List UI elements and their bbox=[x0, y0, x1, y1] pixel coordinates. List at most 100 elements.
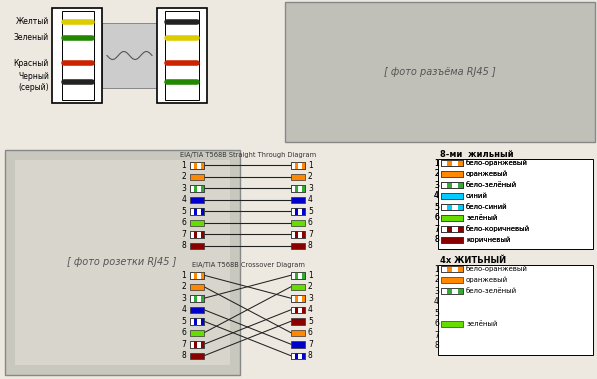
Bar bbox=[201, 272, 204, 279]
Bar bbox=[447, 226, 452, 232]
Text: 2: 2 bbox=[308, 282, 313, 291]
Bar bbox=[190, 283, 204, 290]
Bar bbox=[190, 307, 204, 313]
Bar bbox=[291, 295, 305, 302]
Bar bbox=[447, 204, 452, 210]
Bar bbox=[291, 208, 305, 215]
Bar bbox=[457, 226, 463, 232]
Text: бело-коричневый: бело-коричневый bbox=[466, 226, 530, 232]
Bar bbox=[190, 295, 204, 302]
Bar bbox=[294, 185, 298, 191]
Bar bbox=[190, 272, 204, 279]
Text: зелёный: зелёный bbox=[466, 215, 497, 221]
Text: 7: 7 bbox=[434, 330, 439, 340]
Bar bbox=[291, 283, 305, 290]
Text: 4: 4 bbox=[308, 305, 313, 314]
Bar bbox=[291, 185, 305, 191]
Text: 1: 1 bbox=[434, 158, 439, 168]
Bar bbox=[285, 2, 595, 142]
Bar bbox=[193, 295, 197, 302]
Bar bbox=[15, 160, 230, 365]
Bar bbox=[441, 237, 463, 243]
Text: 3: 3 bbox=[181, 184, 186, 193]
Text: EIA/TIA T568B Crossover Diagram: EIA/TIA T568B Crossover Diagram bbox=[192, 262, 304, 268]
Bar bbox=[457, 226, 463, 232]
Bar bbox=[447, 266, 452, 272]
Bar bbox=[190, 162, 204, 169]
Bar bbox=[441, 171, 463, 177]
Bar bbox=[457, 288, 463, 294]
Bar bbox=[441, 160, 463, 166]
Bar bbox=[441, 215, 463, 221]
Bar bbox=[190, 318, 204, 324]
Bar bbox=[291, 162, 305, 169]
Text: бело-оранжевый: бело-оранжевый bbox=[466, 266, 528, 273]
Bar bbox=[441, 182, 463, 188]
Text: бело-зелёный: бело-зелёный bbox=[466, 182, 517, 188]
Bar bbox=[441, 204, 463, 210]
Text: 8: 8 bbox=[434, 235, 439, 244]
Bar bbox=[301, 231, 305, 238]
Bar bbox=[201, 185, 204, 191]
Bar bbox=[441, 237, 463, 243]
Bar bbox=[193, 185, 197, 191]
Text: 4: 4 bbox=[434, 191, 439, 200]
Text: бело-синий: бело-синий bbox=[466, 204, 507, 210]
Bar bbox=[441, 182, 463, 188]
Text: 6: 6 bbox=[434, 213, 439, 222]
Bar bbox=[165, 11, 199, 100]
Text: 5: 5 bbox=[434, 202, 439, 211]
Text: коричневый: коричневый bbox=[466, 237, 510, 243]
Text: 4: 4 bbox=[434, 191, 439, 200]
Text: 3: 3 bbox=[434, 180, 439, 190]
Bar bbox=[190, 341, 204, 348]
Text: 1: 1 bbox=[181, 161, 186, 170]
Bar bbox=[301, 295, 305, 302]
Text: 6: 6 bbox=[308, 328, 313, 337]
Bar bbox=[457, 160, 463, 166]
Bar bbox=[301, 352, 305, 359]
Text: 8-ми  жильный: 8-ми жильный bbox=[440, 150, 513, 159]
Bar bbox=[201, 162, 204, 169]
Bar bbox=[193, 162, 197, 169]
Bar bbox=[291, 329, 305, 336]
Bar bbox=[291, 352, 305, 359]
Bar bbox=[291, 272, 305, 279]
Text: 3: 3 bbox=[434, 287, 439, 296]
Text: 1: 1 bbox=[434, 158, 439, 168]
Text: 5: 5 bbox=[434, 202, 439, 211]
Text: оранжевый: оранжевый bbox=[466, 171, 508, 177]
Text: 5: 5 bbox=[308, 317, 313, 326]
Bar bbox=[201, 208, 204, 215]
Text: 3: 3 bbox=[308, 294, 313, 303]
Text: 7: 7 bbox=[181, 340, 186, 349]
Text: 1: 1 bbox=[308, 271, 313, 280]
Text: синий: синий bbox=[466, 193, 488, 199]
Bar bbox=[441, 193, 463, 199]
Text: бело-зелёный: бело-зелёный bbox=[466, 182, 517, 188]
Bar bbox=[190, 208, 204, 215]
Bar bbox=[193, 272, 197, 279]
Bar bbox=[301, 272, 305, 279]
Bar bbox=[291, 231, 305, 238]
Text: коричневый: коричневый bbox=[466, 237, 510, 243]
Bar bbox=[291, 196, 305, 203]
Bar bbox=[291, 307, 305, 313]
Bar bbox=[447, 182, 452, 188]
Bar bbox=[447, 182, 452, 188]
Text: синий: синий bbox=[466, 193, 488, 199]
Text: Черный
(серый): Черный (серый) bbox=[18, 72, 49, 92]
Bar bbox=[441, 204, 463, 210]
Bar bbox=[441, 226, 463, 232]
Bar bbox=[291, 295, 305, 302]
Bar bbox=[190, 231, 204, 238]
Bar bbox=[457, 204, 463, 210]
Text: 6: 6 bbox=[308, 218, 313, 227]
Bar bbox=[441, 182, 463, 188]
Bar bbox=[294, 272, 298, 279]
Text: зелёный: зелёный bbox=[466, 321, 497, 327]
Bar bbox=[190, 208, 204, 215]
Text: 8: 8 bbox=[308, 351, 313, 360]
Bar bbox=[441, 160, 463, 166]
Text: 7: 7 bbox=[434, 224, 439, 233]
